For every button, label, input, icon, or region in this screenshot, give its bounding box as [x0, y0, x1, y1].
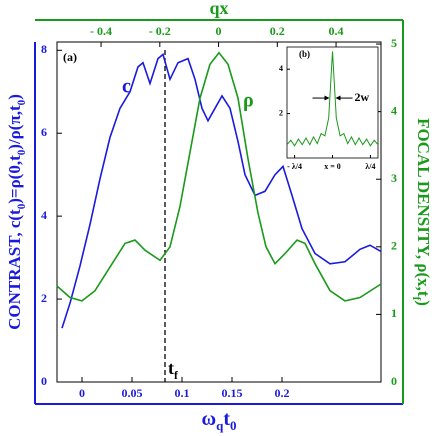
text-part: )=ρ(0,t — [5, 155, 24, 204]
subscript: q — [216, 418, 224, 433]
series-line — [56, 51, 382, 302]
text-part: )/ρ(π,t — [5, 105, 24, 150]
marker-label: tf — [168, 358, 178, 382]
y2-tick-label: 4 — [391, 103, 397, 117]
x2-tick-label: - 0.4 — [90, 24, 112, 38]
arrow-head — [335, 95, 341, 101]
x-tick-label: - λ/4 — [287, 162, 302, 171]
subscript: 0 — [16, 99, 28, 105]
subscript: 0 — [16, 203, 28, 209]
y2-tick-label: 1 — [391, 306, 397, 320]
x2-tick-label: 0 — [216, 24, 222, 38]
series-line — [286, 51, 379, 147]
y-tick-label: 0 — [41, 374, 47, 388]
y-tick-label: 2 — [41, 291, 47, 305]
series-label: c — [122, 76, 131, 98]
text-part: t — [223, 408, 230, 430]
subscript: 0 — [16, 149, 28, 155]
text-part: CONTRAST, c(t — [5, 209, 24, 330]
y2-tick-label: 2 — [391, 239, 397, 253]
subscript: f — [410, 297, 422, 301]
y2-tick-label: 3 — [391, 171, 397, 185]
y-tick-label: 4 — [41, 208, 47, 222]
text-part: ω — [201, 408, 216, 430]
series-label: ρ — [243, 90, 254, 112]
y2-axis-label: FOCAL DENSITY, ρ(x,tf) — [410, 118, 433, 306]
y-tick-label: 6 — [41, 125, 47, 139]
x2-tick-label: 0.2 — [270, 24, 285, 38]
y-tick-label: 2 — [279, 108, 283, 117]
y-axis-label: CONTRAST, c(t0)=ρ(0,t0)/ρ(π,t0) — [5, 94, 28, 330]
subscript: f — [174, 369, 178, 382]
text-part: t — [168, 358, 174, 378]
x-tick-label: 0.1 — [175, 386, 190, 400]
text-part: FOCAL DENSITY, ρ(x,t — [414, 118, 433, 297]
x2-tick-label: - 0.2 — [149, 24, 171, 38]
series-line — [61, 52, 382, 329]
x2-tick-label: 0.4 — [329, 24, 344, 38]
x-tick-label: x = 0 — [324, 162, 341, 171]
panel-label: (a) — [63, 50, 77, 64]
panel-label: (b) — [299, 49, 310, 59]
width-label: 2w — [355, 90, 370, 104]
y-tick-label: 4 — [279, 64, 283, 73]
x2-axis-label: qx — [209, 0, 228, 18]
y2-tick-label: 5 — [391, 36, 397, 50]
subscript: 0 — [230, 418, 237, 433]
text-part: ) — [414, 300, 433, 306]
y-tick-label: 8 — [41, 42, 47, 56]
x-tick-label: 0 — [79, 386, 85, 400]
x-axis-label: ωqt0 — [201, 408, 236, 434]
x-tick-label: λ/4 — [365, 162, 375, 171]
x-tick-label: 0.2 — [275, 386, 290, 400]
y2-tick-label: 0 — [391, 374, 397, 388]
plot-frame — [286, 46, 379, 159]
text-part: ) — [5, 94, 24, 100]
x-tick-label: 0.05 — [122, 386, 143, 400]
arrow-head — [324, 95, 330, 101]
x-tick-label: 0.15 — [222, 386, 243, 400]
